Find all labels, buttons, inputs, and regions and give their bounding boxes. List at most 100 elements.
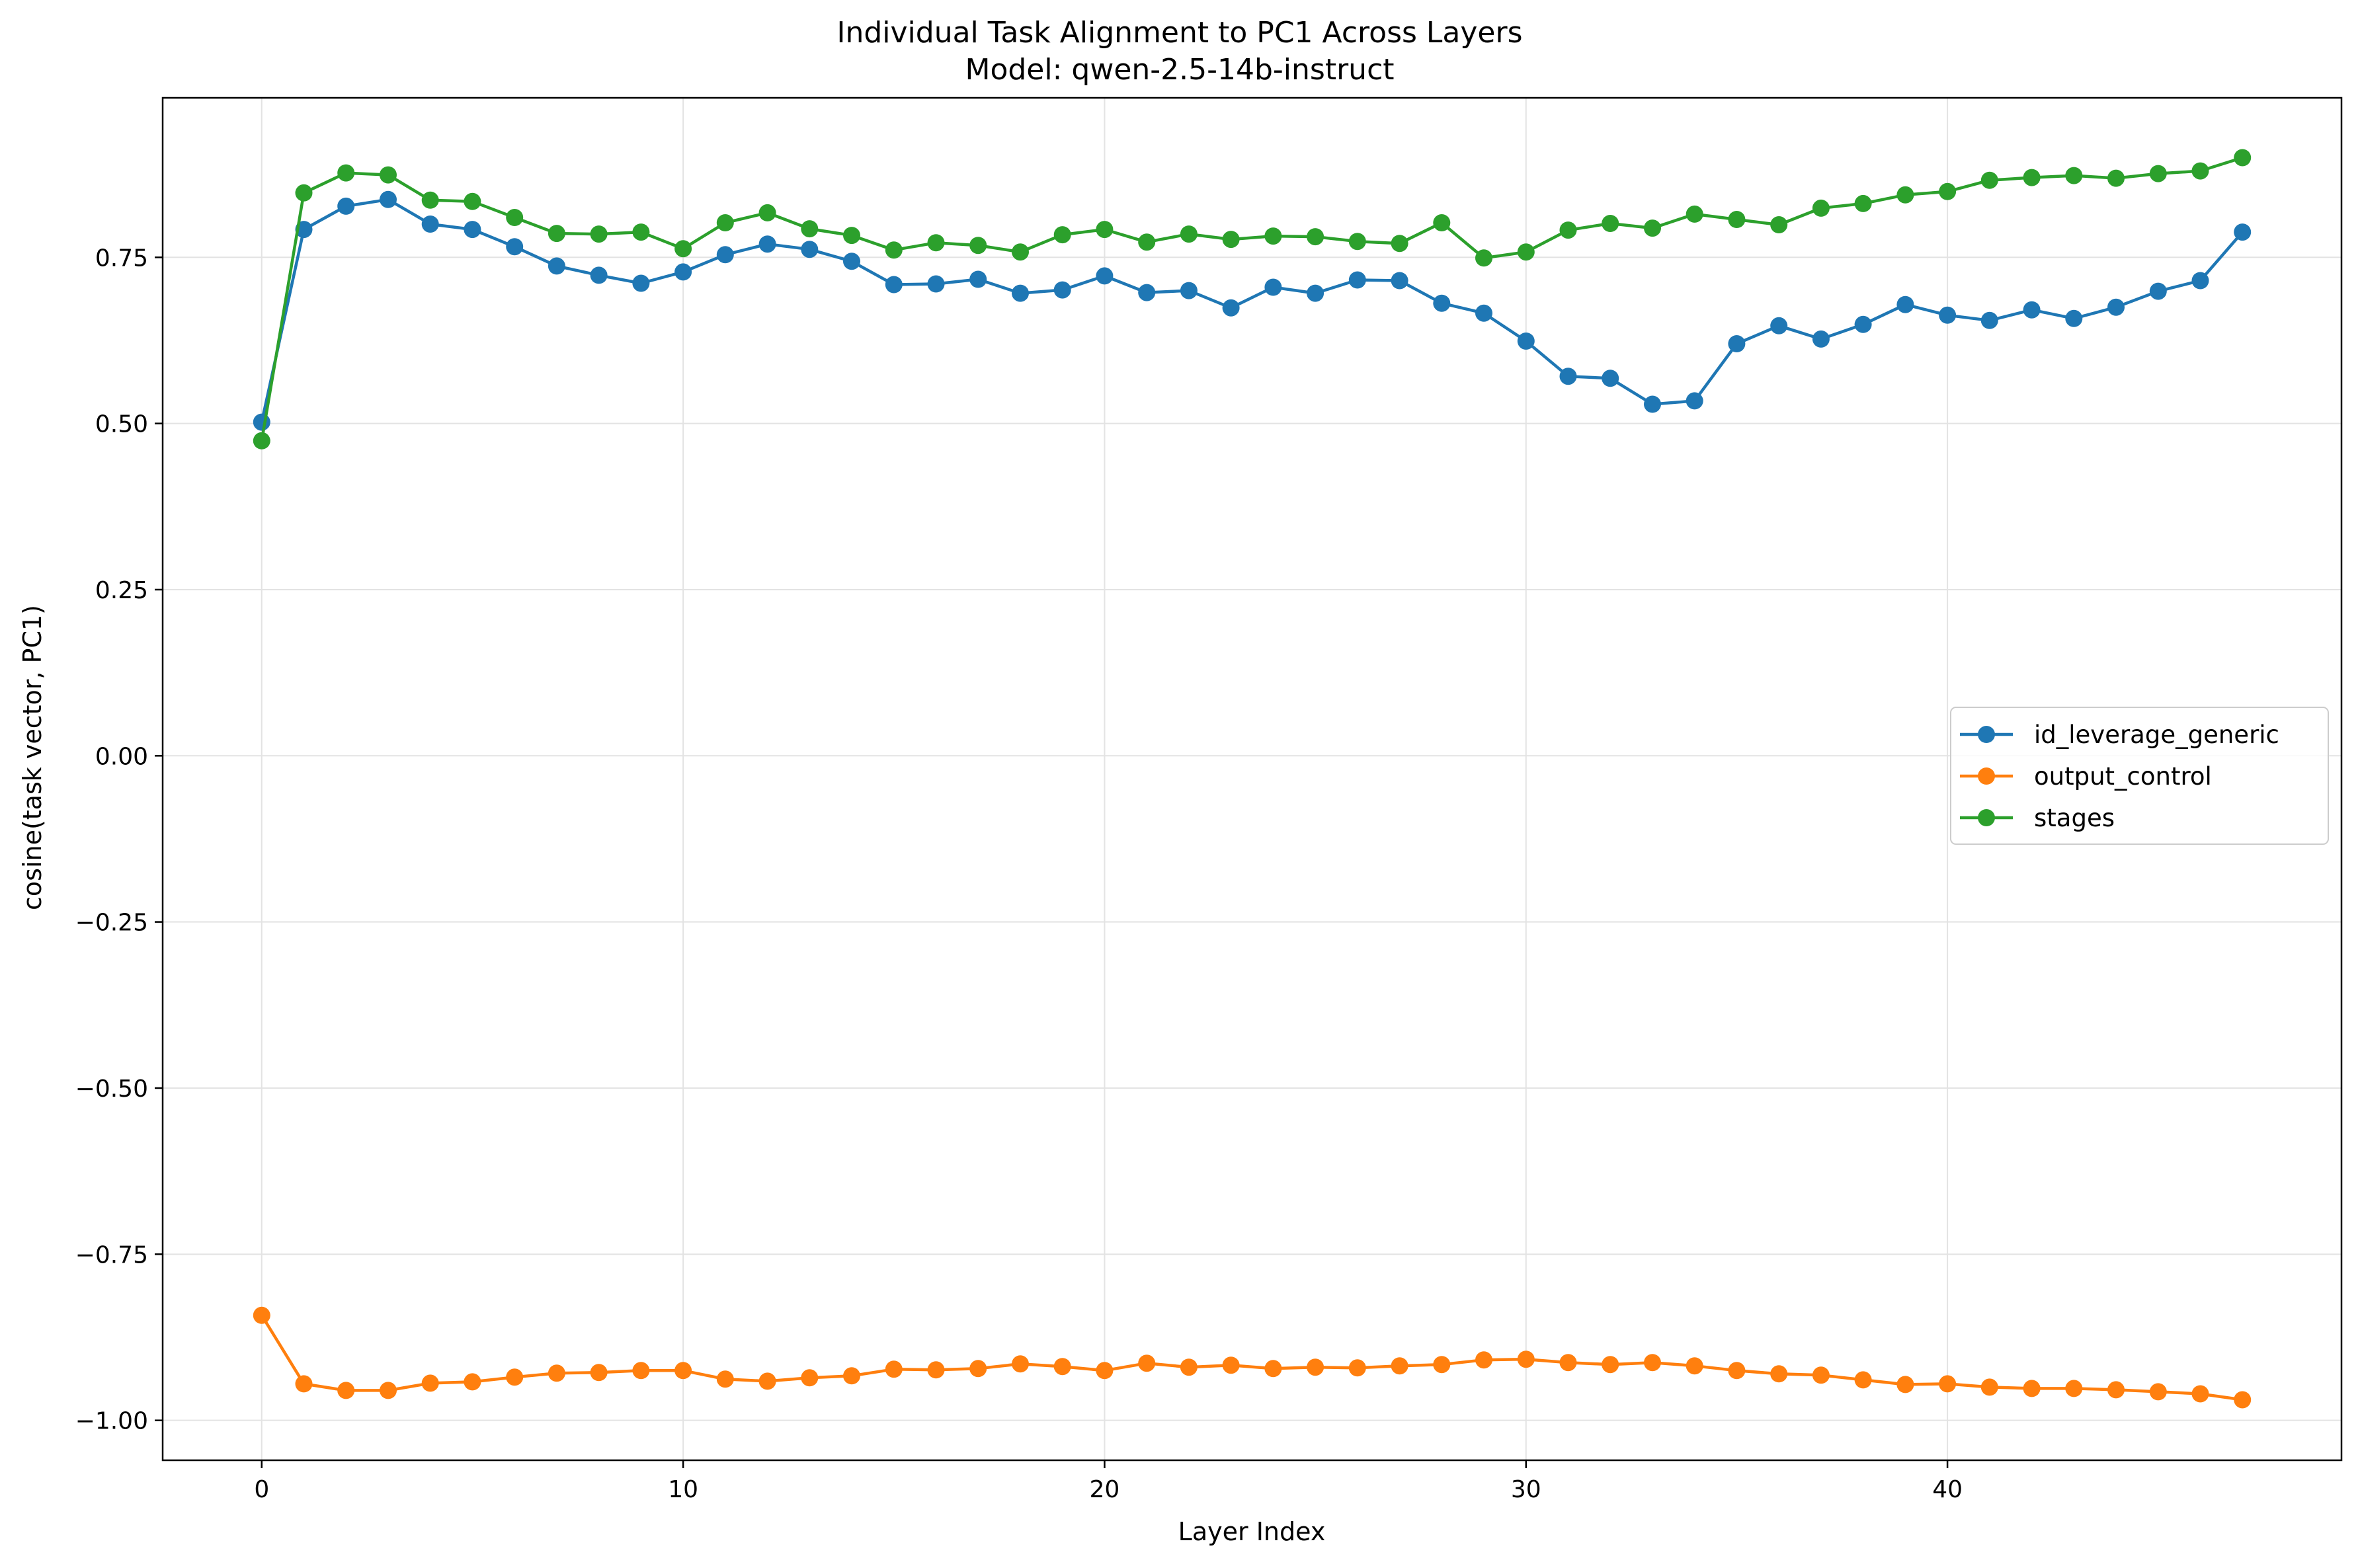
data-point — [1475, 249, 1492, 267]
data-point — [1012, 1355, 1029, 1373]
data-point — [1980, 311, 1998, 329]
data-point — [1391, 235, 1408, 253]
data-point — [632, 223, 650, 241]
data-point — [969, 270, 987, 288]
series-output_control — [253, 1306, 2252, 1409]
x-tick-label: 0 — [254, 1476, 269, 1503]
data-point — [1686, 205, 1703, 223]
data-point — [1391, 272, 1408, 290]
x-tick-label: 10 — [668, 1476, 698, 1503]
legend-marker — [1978, 809, 1995, 826]
x-axis-label: Layer Index — [1178, 1517, 1326, 1546]
data-point — [1896, 295, 1914, 313]
axis-ticks: 0 10 20 30 40 0.75 0.50 0.25 0.00 −0.25 −0.50 −0.75… — [75, 245, 1963, 1503]
data-point — [1264, 1360, 1282, 1378]
data-point — [1348, 1359, 1366, 1377]
data-point — [2023, 169, 2041, 186]
data-point — [421, 191, 439, 209]
data-point — [464, 1373, 481, 1391]
x-tick-label: 30 — [1511, 1476, 1541, 1503]
data-point — [1517, 243, 1535, 261]
legend-item: id_leverage_generic — [1960, 721, 2279, 749]
data-point — [1939, 182, 1957, 200]
data-point — [801, 241, 819, 258]
data-point — [1559, 368, 1577, 385]
data-point — [421, 216, 439, 233]
data-point — [1939, 1375, 1957, 1393]
data-point — [1812, 199, 1830, 217]
data-point — [843, 227, 860, 245]
data-point — [2065, 309, 2083, 327]
data-point — [337, 164, 355, 182]
data-point — [1686, 1357, 1703, 1375]
data-point — [758, 1372, 776, 1390]
plot-frame — [161, 97, 2343, 1462]
data-point — [674, 1362, 692, 1380]
data-point — [2149, 282, 2167, 300]
grid-lines — [163, 98, 2341, 1460]
data-point — [1854, 1371, 1872, 1389]
data-point — [885, 276, 903, 294]
data-point — [1896, 1376, 1914, 1393]
data-point — [1222, 299, 1240, 317]
data-point — [1644, 1354, 1661, 1372]
data-point — [590, 225, 608, 243]
data-point — [1012, 284, 1029, 302]
data-point — [380, 166, 397, 184]
data-point — [253, 413, 270, 431]
data-point — [1517, 333, 1535, 350]
data-point — [506, 1368, 524, 1386]
data-point — [969, 237, 987, 255]
data-point — [2234, 149, 2252, 167]
data-point — [1602, 1356, 1619, 1374]
data-point — [885, 241, 903, 259]
data-point — [1348, 271, 1366, 289]
data-point — [548, 1364, 565, 1382]
data-point — [1348, 233, 1366, 251]
data-point — [253, 1306, 270, 1324]
data-point — [1180, 282, 1198, 299]
legend-label: stages — [2034, 804, 2115, 832]
legend-label: id_leverage_generic — [2034, 721, 2279, 749]
data-point — [2191, 1385, 2209, 1403]
data-point — [632, 274, 650, 292]
data-point — [1728, 211, 1746, 228]
data-point — [1812, 1366, 1830, 1384]
y-tick-label: 0.00 — [95, 743, 148, 770]
legend-marker — [1978, 726, 1995, 743]
data-point — [2107, 298, 2125, 316]
data-point — [2149, 165, 2167, 182]
data-point — [1012, 243, 1029, 261]
data-point — [843, 253, 860, 270]
data-point — [843, 1367, 860, 1385]
y-tick-label: 0.50 — [95, 411, 148, 438]
data-point — [1770, 216, 1788, 233]
data-point — [337, 1382, 355, 1399]
legend-label: output_control — [2034, 762, 2212, 791]
data-point — [421, 1374, 439, 1392]
data-point — [295, 184, 313, 202]
data-point — [1096, 221, 1114, 239]
data-point — [1644, 395, 1661, 413]
data-point — [2065, 167, 2083, 184]
data-point — [506, 209, 524, 226]
data-point — [1602, 370, 1619, 387]
x-tick-label: 40 — [1932, 1476, 1963, 1503]
data-point — [716, 214, 734, 231]
data-point — [1854, 315, 1872, 333]
series-id_leverage_generic — [253, 190, 2252, 431]
data-point — [758, 204, 776, 221]
data-point — [380, 1382, 397, 1399]
data-point — [1602, 215, 1619, 232]
data-point — [1053, 281, 1071, 299]
chart-subtitle: Model: qwen-2.5-14b-instruct — [965, 53, 1394, 87]
data-point — [380, 190, 397, 208]
data-point — [801, 1369, 819, 1387]
data-point — [716, 1370, 734, 1388]
data-point — [253, 432, 270, 450]
data-point — [632, 1362, 650, 1380]
data-point — [2107, 1381, 2125, 1399]
legend-marker — [1978, 767, 1995, 785]
data-point — [2191, 272, 2209, 290]
